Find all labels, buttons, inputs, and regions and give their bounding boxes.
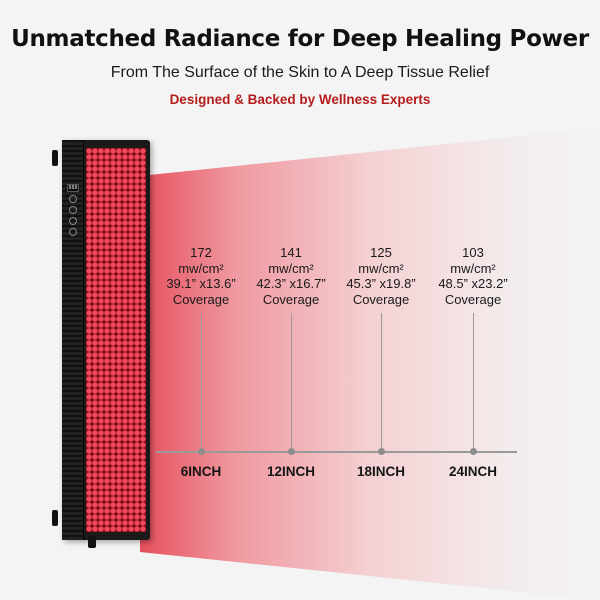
stat-18inch: 125 mw/cm² 45.3” x19.8” Coverage: [333, 245, 429, 307]
panel-display: 888: [67, 184, 79, 192]
control-pad: 888: [67, 184, 81, 236]
irradiance-value: 141: [280, 245, 302, 260]
coverage-label: Coverage: [444, 291, 502, 307]
distance-marker: [288, 448, 295, 455]
distance-line-6: [201, 313, 202, 451]
distance-marker: [378, 448, 385, 455]
distance-axis: [156, 451, 517, 453]
distance-marker: [470, 448, 477, 455]
stat-12inch: 141 mw/cm² 42.3” x16.7” Coverage: [243, 245, 339, 307]
distance-line-18: [381, 313, 382, 451]
stat-24inch: 103 mw/cm² 48.5” x23.2” Coverage: [425, 245, 521, 307]
mode-button-icon: [69, 206, 77, 214]
light-beam: [140, 128, 600, 600]
mount-bracket-top: [52, 150, 58, 166]
coverage-label: Coverage: [352, 291, 410, 307]
distance-line-12: [291, 313, 292, 451]
distance-label: 6INCH: [180, 464, 222, 479]
coverage-size: 48.5” x23.2”: [438, 276, 508, 291]
distance-line-24: [473, 313, 474, 451]
irradiance-unit: mw/cm²: [358, 260, 404, 276]
red-light-panel: 888: [62, 140, 150, 540]
coverage-size: 39.1” x13.6”: [166, 276, 236, 291]
panel-side-vent: 888: [62, 140, 84, 540]
distance-label: 24INCH: [448, 464, 497, 479]
stat-6inch: 172 mw/cm² 39.1” x13.6” Coverage: [153, 245, 249, 307]
irradiance-value: 125: [370, 245, 392, 260]
down-button-icon: [69, 228, 77, 236]
distance-marker: [198, 448, 205, 455]
distance-label: 12INCH: [266, 464, 315, 479]
up-button-icon: [69, 217, 77, 225]
coverage-size: 42.3” x16.7”: [256, 276, 326, 291]
irradiance-value: 172: [190, 245, 212, 260]
irradiance-unit: mw/cm²: [450, 260, 496, 276]
headline: Unmatched Radiance for Deep Healing Powe…: [11, 26, 589, 52]
subheadline: From The Surface of the Skin to A Deep T…: [110, 64, 490, 81]
irradiance-unit: mw/cm²: [178, 260, 224, 276]
mount-bracket-bottom: [52, 510, 58, 526]
tagline: Designed & Backed by Wellness Experts: [169, 92, 431, 107]
distance-label: 18INCH: [356, 464, 405, 479]
irradiance-unit: mw/cm²: [268, 260, 314, 276]
coverage-label: Coverage: [262, 291, 320, 307]
coverage-label: Coverage: [172, 291, 230, 307]
led-array: [86, 148, 146, 532]
power-button-icon: [69, 195, 77, 203]
panel-foot: [88, 536, 96, 548]
irradiance-value: 103: [462, 245, 484, 260]
coverage-size: 45.3” x19.8”: [346, 276, 416, 291]
